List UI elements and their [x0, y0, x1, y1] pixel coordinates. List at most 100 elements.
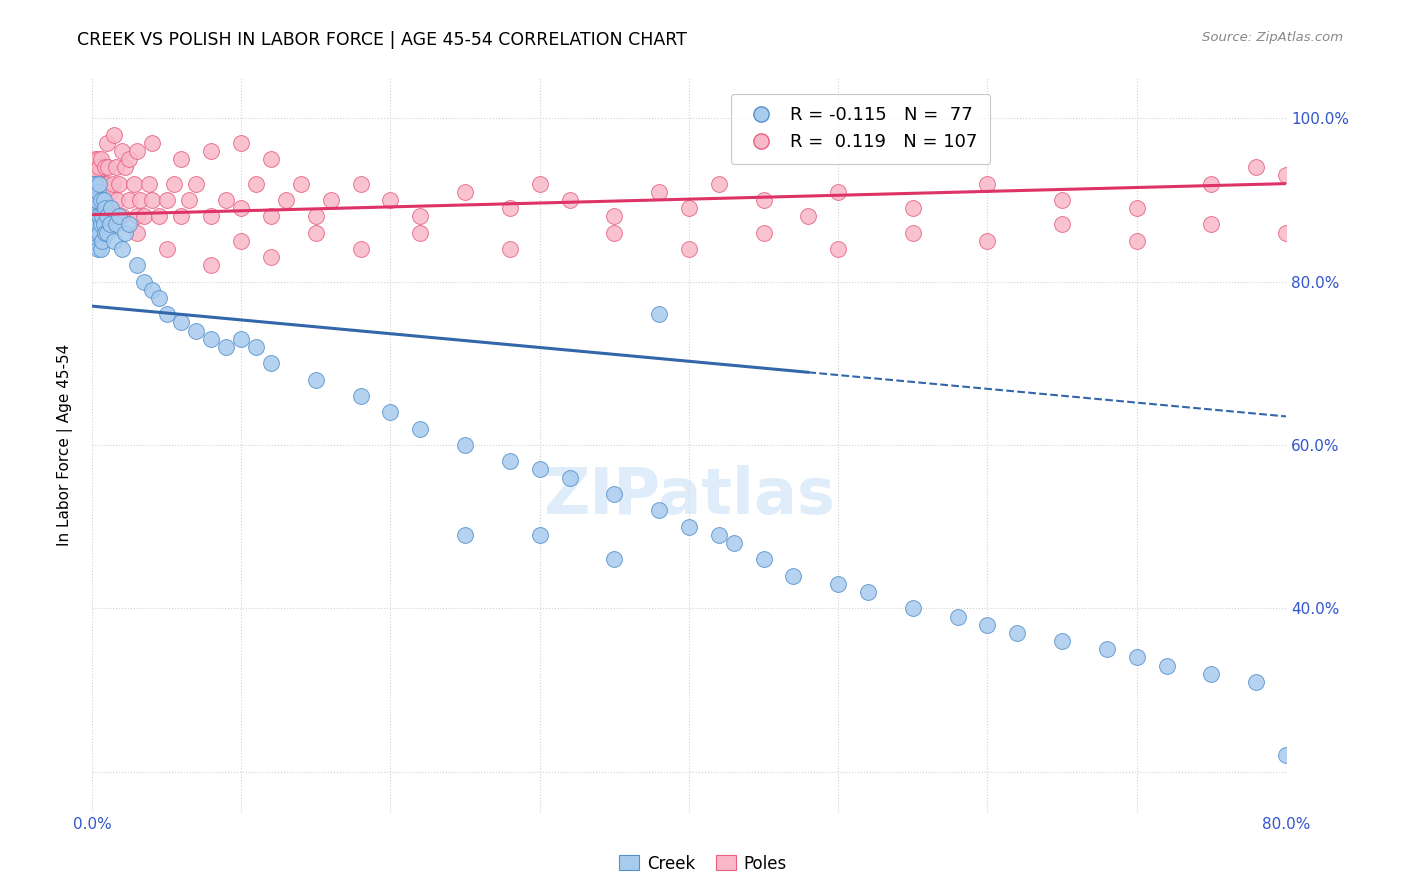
Point: [215, 193, 238, 207]
Point: [603, 209, 626, 223]
Point: [946, 609, 969, 624]
Point: [1050, 193, 1073, 207]
Point: [305, 226, 328, 240]
Point: [170, 316, 193, 330]
Y-axis label: In Labor Force | Age 45-54: In Labor Force | Age 45-54: [58, 343, 73, 546]
Point: [1156, 658, 1178, 673]
Point: [170, 209, 193, 223]
Point: [274, 193, 297, 207]
Point: [707, 528, 730, 542]
Point: [86, 193, 108, 207]
Point: [454, 185, 477, 199]
Point: [148, 291, 170, 305]
Point: [319, 193, 342, 207]
Point: [111, 144, 134, 158]
Point: [260, 250, 283, 264]
Point: [100, 201, 122, 215]
Point: [603, 487, 626, 501]
Point: [529, 177, 551, 191]
Point: [260, 209, 283, 223]
Point: [90, 209, 112, 223]
Point: [529, 462, 551, 476]
Point: [111, 242, 134, 256]
Point: [82, 177, 104, 191]
Point: [1125, 201, 1147, 215]
Point: [200, 332, 222, 346]
Point: [707, 177, 730, 191]
Point: [82, 161, 104, 175]
Point: [215, 340, 238, 354]
Point: [89, 161, 111, 175]
Point: [648, 503, 671, 517]
Point: [90, 242, 112, 256]
Point: [82, 193, 104, 207]
Point: [1125, 234, 1147, 248]
Point: [96, 209, 118, 223]
Point: [558, 470, 581, 484]
Point: [797, 209, 820, 223]
Point: [105, 193, 128, 207]
Point: [86, 201, 108, 215]
Point: [93, 177, 115, 191]
Point: [752, 552, 775, 566]
Point: [148, 209, 170, 223]
Point: [1007, 625, 1029, 640]
Point: [1050, 218, 1073, 232]
Point: [107, 209, 129, 223]
Point: [94, 226, 117, 240]
Point: [349, 242, 371, 256]
Point: [98, 218, 121, 232]
Point: [976, 234, 998, 248]
Point: [976, 177, 998, 191]
Point: [84, 201, 107, 215]
Point: [87, 218, 110, 232]
Point: [200, 258, 222, 272]
Point: [96, 209, 118, 223]
Point: [200, 144, 222, 158]
Point: [409, 226, 432, 240]
Point: [101, 177, 124, 191]
Legend: Creek, Poles: Creek, Poles: [612, 848, 794, 880]
Point: [529, 528, 551, 542]
Point: [200, 209, 222, 223]
Point: [141, 193, 163, 207]
Point: [87, 242, 110, 256]
Point: [245, 340, 267, 354]
Point: [260, 152, 283, 166]
Point: [1095, 642, 1118, 657]
Point: [89, 201, 111, 215]
Point: [752, 193, 775, 207]
Point: [122, 177, 145, 191]
Point: [155, 242, 177, 256]
Point: [648, 185, 671, 199]
Point: [678, 242, 700, 256]
Point: [84, 209, 107, 223]
Point: [1125, 650, 1147, 665]
Point: [103, 128, 125, 142]
Point: [86, 185, 108, 199]
Point: [380, 193, 402, 207]
Point: [155, 193, 177, 207]
Point: [86, 169, 108, 183]
Point: [138, 177, 160, 191]
Point: [114, 226, 136, 240]
Point: [89, 185, 111, 199]
Point: [827, 577, 849, 591]
Point: [499, 454, 522, 468]
Text: Source: ZipAtlas.com: Source: ZipAtlas.com: [1202, 31, 1343, 45]
Point: [91, 209, 114, 223]
Point: [96, 177, 118, 191]
Point: [89, 177, 111, 191]
Point: [94, 161, 117, 175]
Point: [723, 536, 745, 550]
Point: [90, 193, 112, 207]
Point: [1275, 748, 1298, 763]
Point: [349, 389, 371, 403]
Point: [96, 136, 118, 150]
Point: [90, 177, 112, 191]
Point: [231, 234, 253, 248]
Point: [231, 136, 253, 150]
Point: [349, 177, 371, 191]
Point: [901, 601, 924, 615]
Point: [782, 568, 804, 582]
